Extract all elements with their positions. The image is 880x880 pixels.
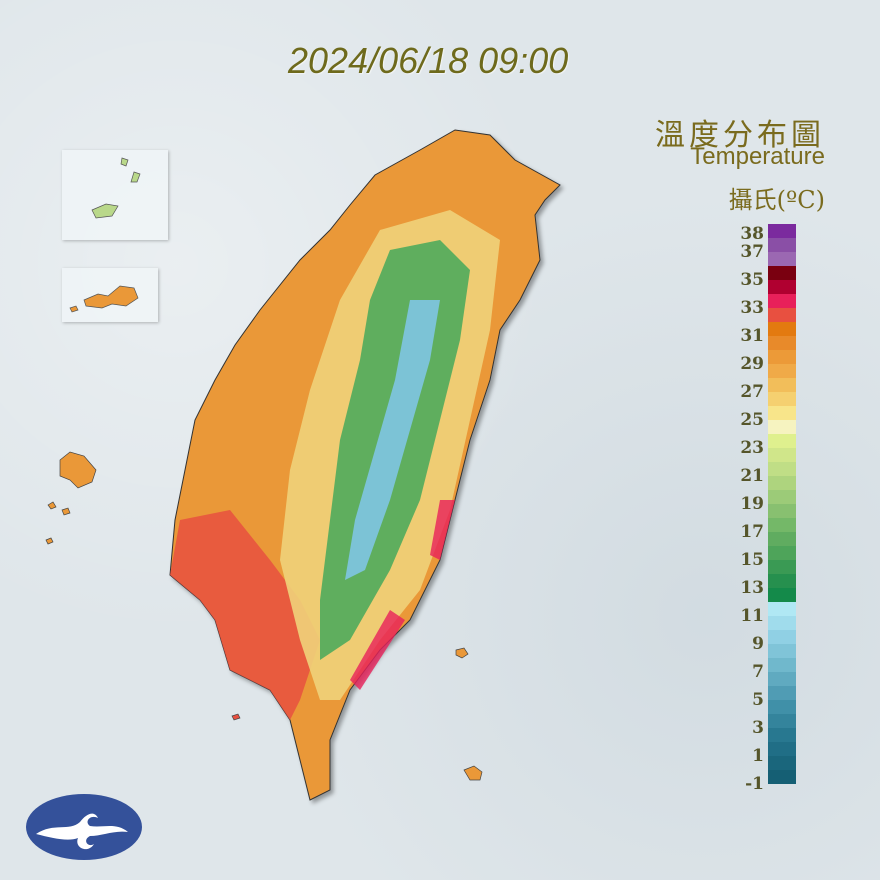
kinmen-islands <box>69 285 139 313</box>
legend-swatch <box>768 742 796 756</box>
legend-swatch <box>768 350 796 364</box>
legend-swatch <box>768 252 796 266</box>
green-island <box>455 647 469 659</box>
legend-swatch <box>768 336 796 350</box>
legend-swatch <box>768 700 796 714</box>
peak-zone <box>345 300 440 580</box>
legend-label: 13 <box>740 578 764 598</box>
legend-label: -1 <box>745 774 764 794</box>
legend-swatch <box>768 476 796 490</box>
matsu-inset <box>62 150 168 240</box>
title-english: Temperature <box>690 143 825 170</box>
legend-label: 23 <box>740 438 764 458</box>
legend-label: 25 <box>740 410 764 430</box>
legend-label: 37 <box>740 242 764 262</box>
orchid-island <box>463 765 483 781</box>
penghu-islands <box>45 451 97 545</box>
title-chinese: 溫度分布圖 <box>655 118 825 153</box>
legend-swatch <box>768 308 796 322</box>
legend-swatch <box>768 406 796 420</box>
legend-swatch <box>768 560 796 574</box>
legend-swatch <box>768 602 796 616</box>
legend-swatch <box>768 378 796 392</box>
legend-swatch <box>768 280 796 294</box>
cwa-logo <box>26 794 142 860</box>
legend-label: 29 <box>740 354 764 374</box>
legend-swatch <box>768 574 796 588</box>
legend-swatch <box>768 756 796 770</box>
color-legend-bar <box>768 224 796 784</box>
legend-label: 21 <box>740 466 764 486</box>
legend-swatch <box>768 392 796 406</box>
legend-label: 31 <box>740 326 764 346</box>
matsu-islands <box>91 157 141 219</box>
east-coast-hot-strip <box>350 500 455 690</box>
legend-swatch <box>768 490 796 504</box>
legend-label: 27 <box>740 382 764 402</box>
legend-label: 19 <box>740 494 764 514</box>
logo-cloud-wave-icon <box>36 813 128 850</box>
southwest-hot-region <box>170 510 320 720</box>
legend-swatch <box>768 266 796 280</box>
legend-swatch <box>768 686 796 700</box>
legend-swatch <box>768 588 796 602</box>
legend-swatch <box>768 658 796 672</box>
legend-label: 5 <box>752 690 764 710</box>
legend-label: 33 <box>740 298 764 318</box>
legend-swatch <box>768 364 796 378</box>
legend-swatch <box>768 770 796 784</box>
color-legend-labels: 38 37 35 33 31 29 27 25 23 21 19 17 15 13 11 9 7 5 3 1 -1 <box>720 224 764 794</box>
legend-label: 17 <box>740 522 764 542</box>
legend-label: 11 <box>740 606 764 626</box>
legend-swatch <box>768 294 796 308</box>
liuqiu-island <box>231 713 241 721</box>
kinmen-inset <box>62 268 158 322</box>
legend-label: 38 <box>740 224 764 244</box>
legend-swatch <box>768 546 796 560</box>
legend-label: 9 <box>752 634 764 654</box>
legend-swatch <box>768 504 796 518</box>
legend-label: 15 <box>740 550 764 570</box>
legend-swatch <box>768 462 796 476</box>
legend-label: 35 <box>740 270 764 290</box>
legend-swatch <box>768 448 796 462</box>
unit-label: 攝氏(ºC) <box>728 186 825 214</box>
legend-swatch <box>768 714 796 728</box>
legend-swatch <box>768 322 796 336</box>
legend-swatch <box>768 224 796 238</box>
legend-label: 7 <box>752 662 764 682</box>
legend-swatch <box>768 420 796 434</box>
legend-swatch <box>768 434 796 448</box>
legend-swatch <box>768 728 796 742</box>
legend-swatch <box>768 672 796 686</box>
timestamp: 2024/06/18 09:00 <box>288 40 569 81</box>
legend-swatch <box>768 518 796 532</box>
legend-swatch <box>768 238 796 252</box>
legend-label: 1 <box>752 746 764 766</box>
legend-swatch <box>768 644 796 658</box>
legend-swatch <box>768 630 796 644</box>
legend-label: 3 <box>752 718 764 738</box>
legend-swatch <box>768 532 796 546</box>
legend-swatch <box>768 616 796 630</box>
